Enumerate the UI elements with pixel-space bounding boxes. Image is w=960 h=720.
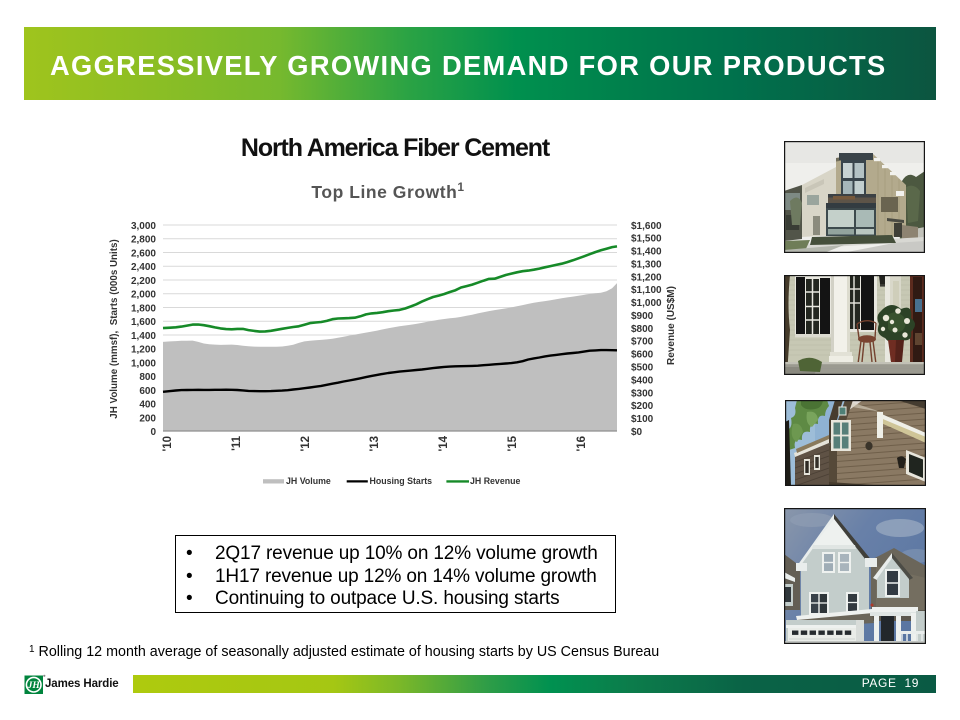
svg-text:JH Volume (mmsf), Starts (000: JH Volume (mmsf), Starts (000s Units): [109, 239, 120, 418]
svg-text:$300: $300: [631, 388, 654, 399]
svg-text:$1,000: $1,000: [631, 298, 662, 309]
svg-text:2,400: 2,400: [131, 262, 156, 273]
svg-text:1,200: 1,200: [131, 345, 156, 356]
svg-text:$0: $0: [631, 427, 643, 438]
svg-text:'10: '10: [162, 436, 174, 452]
svg-text:$800: $800: [631, 324, 654, 335]
svg-text:'16: '16: [576, 436, 588, 452]
svg-text:$700: $700: [631, 337, 654, 348]
svg-text:400: 400: [139, 400, 156, 411]
svg-text:1,800: 1,800: [131, 303, 156, 314]
svg-text:'15: '15: [507, 435, 519, 451]
svg-text:$1,600: $1,600: [631, 221, 662, 232]
svg-text:$1,200: $1,200: [631, 272, 662, 283]
svg-text:1,000: 1,000: [131, 358, 156, 369]
svg-text:$500: $500: [631, 363, 654, 374]
svg-text:JH: JH: [27, 681, 41, 691]
svg-text:$1,500: $1,500: [631, 234, 662, 245]
svg-text:2,800: 2,800: [131, 235, 156, 246]
svg-text:$1,100: $1,100: [631, 285, 662, 296]
svg-text:600: 600: [139, 386, 156, 397]
svg-text:Revenue (US$M): Revenue (US$M): [666, 286, 677, 365]
svg-text:2,200: 2,200: [131, 276, 156, 287]
svg-text:2,600: 2,600: [131, 248, 156, 259]
svg-text:1,600: 1,600: [131, 317, 156, 328]
svg-text:3,000: 3,000: [131, 221, 156, 232]
svg-text:JH Volume: JH Volume: [286, 476, 331, 486]
svg-text:'11: '11: [231, 435, 243, 450]
svg-text:$100: $100: [631, 414, 654, 425]
svg-text:$600: $600: [631, 350, 654, 361]
svg-text:800: 800: [139, 372, 156, 383]
svg-text:Housing Starts: Housing Starts: [370, 476, 433, 486]
svg-text:$400: $400: [631, 375, 654, 386]
svg-text:0: 0: [150, 427, 156, 438]
svg-text:JH Revenue: JH Revenue: [470, 476, 520, 486]
svg-text:$200: $200: [631, 401, 654, 412]
svg-text:'13: '13: [369, 436, 381, 452]
svg-text:$1,300: $1,300: [631, 259, 662, 270]
svg-text:'12: '12: [300, 436, 312, 452]
svg-text:200: 200: [139, 413, 156, 424]
svg-text:$1,400: $1,400: [631, 247, 662, 258]
svg-text:1,400: 1,400: [131, 331, 156, 342]
svg-text:'14: '14: [438, 435, 450, 451]
svg-text:$900: $900: [631, 311, 654, 322]
svg-text:2,000: 2,000: [131, 290, 156, 301]
